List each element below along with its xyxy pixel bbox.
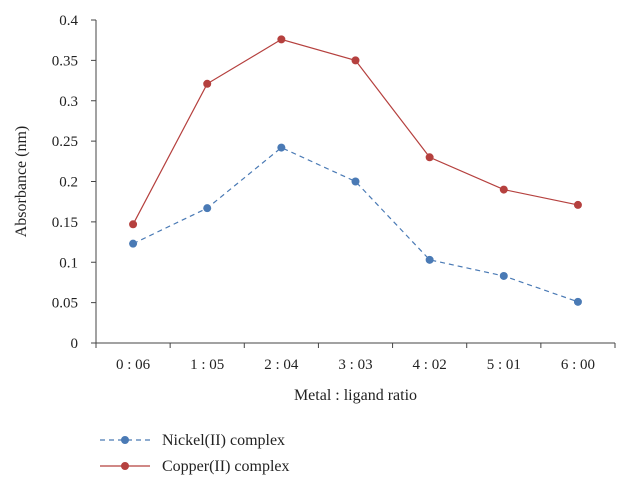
- nickel-data-point: [277, 143, 286, 152]
- series-group: [129, 35, 582, 306]
- nickel-series-line: [132, 146, 579, 303]
- copper-data-point: [573, 200, 582, 209]
- copper-legend-label: Copper(II) complex: [162, 458, 290, 475]
- legend: Nickel(II) complex Copper(II) complex: [100, 432, 290, 475]
- copper-data-point: [351, 56, 360, 65]
- nickel-data-point: [203, 204, 212, 213]
- x-axis-title: Metal : ligand ratio: [294, 387, 417, 404]
- nickel-data-point: [425, 255, 434, 264]
- y-tick-label: 0.05: [52, 296, 78, 312]
- copper-series-line: [132, 38, 579, 225]
- x-tick-label: 2 : 04: [264, 357, 299, 373]
- nickel-data-point: [499, 271, 508, 280]
- nickel-legend-label: Nickel(II) complex: [162, 432, 285, 449]
- y-tick-label: 0.25: [52, 134, 78, 150]
- x-tick-label: 5 : 01: [487, 357, 521, 373]
- y-tick-label: 0.3: [59, 94, 78, 110]
- nickel-data-point: [573, 297, 582, 306]
- y-tick-labels: 0 0.05 0.1 0.15 0.2 0.25 0.3 0.35 0.4: [52, 13, 79, 352]
- y-axis-title: Absorbance (nm): [13, 126, 30, 238]
- x-tick-labels: 0 : 06 1 : 05 2 : 04 3 : 03 4 : 02 5 : 01 6 : …: [116, 357, 595, 373]
- copper-data-point: [129, 220, 138, 229]
- x-tick-label: 4 : 02: [413, 357, 447, 373]
- x-tick-label: 6 : 00: [561, 357, 595, 373]
- y-tick-label: 0: [71, 336, 79, 352]
- copper-legend-marker: [121, 462, 129, 470]
- y-tick-label: 0.15: [52, 215, 78, 231]
- copper-data-point: [425, 153, 434, 162]
- x-tick-label: 1 : 05: [190, 357, 224, 373]
- nickel-data-point: [129, 239, 138, 248]
- x-tick-label: 0 : 06: [116, 357, 151, 373]
- y-tick-label: 0.2: [59, 175, 78, 191]
- copper-data-point: [499, 185, 508, 194]
- copper-data-point: [203, 79, 212, 88]
- y-tick-label: 0.35: [52, 53, 78, 69]
- y-tick-label: 0.4: [59, 13, 78, 29]
- copper-data-point: [277, 35, 286, 44]
- nickel-data-point: [351, 177, 360, 186]
- nickel-legend-marker: [121, 436, 129, 444]
- x-tick-label: 3 : 03: [338, 357, 372, 373]
- axes: [91, 19, 616, 348]
- y-tick-label: 0.1: [59, 255, 78, 271]
